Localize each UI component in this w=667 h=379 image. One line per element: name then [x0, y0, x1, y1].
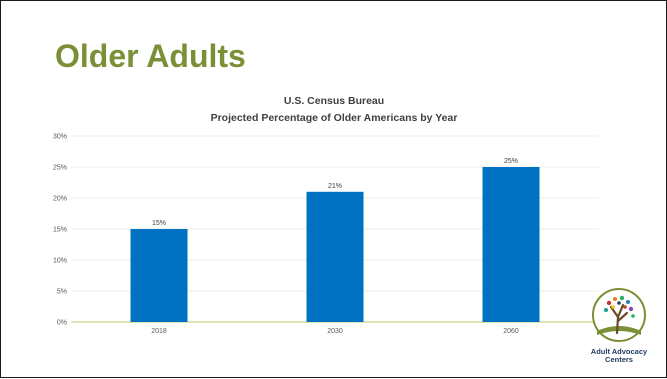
logo-line-2: Centers [605, 355, 633, 364]
logo-text: Adult Advocacy Centers [584, 348, 654, 364]
y-tick-label: 25% [53, 165, 67, 172]
chart-title: U.S. Census Bureau [284, 95, 384, 107]
bar [306, 191, 364, 322]
bar [482, 167, 540, 322]
chart-subtitle: Projected Percentage of Older Americans … [211, 112, 458, 124]
y-tick-label: 0% [57, 320, 67, 327]
x-tick-label: 2060 [503, 328, 519, 335]
y-tick-label: 30% [53, 134, 67, 141]
bar [130, 229, 188, 322]
x-tick-label: 2030 [327, 328, 343, 335]
x-tick-label: 2018 [151, 328, 167, 335]
data-label: 21% [328, 183, 342, 190]
data-label: 15% [152, 220, 166, 227]
slide-title: Older Adults [55, 38, 246, 74]
data-label: 25% [504, 158, 518, 165]
tree-icon [592, 288, 646, 342]
y-tick-label: 15% [53, 227, 67, 234]
y-tick-label: 10% [53, 258, 67, 265]
logo-line-1: Adult Advocacy [590, 347, 648, 356]
y-tick-label: 20% [53, 196, 67, 203]
y-tick-label: 5% [57, 289, 67, 296]
